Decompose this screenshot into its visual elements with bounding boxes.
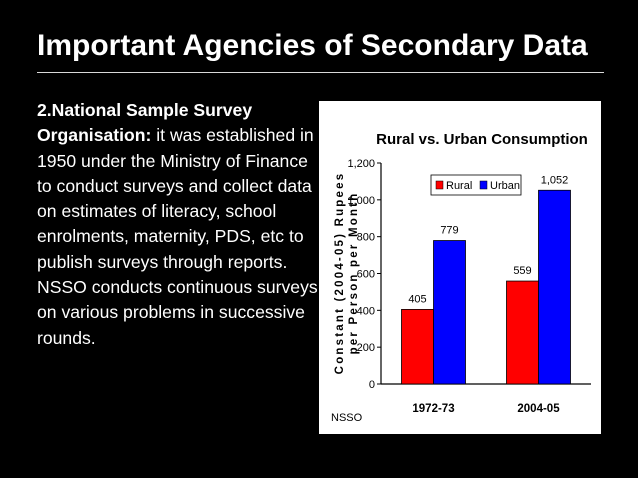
body-lead: 2.National Sample Survey Organisation: <box>37 100 253 146</box>
y-tick-label: 400 <box>357 305 375 317</box>
y-tick-label: 800 <box>357 232 375 244</box>
bar-value-label: 559 <box>513 265 531 277</box>
legend-swatch-urban <box>479 180 488 190</box>
legend-box <box>430 174 522 196</box>
body-description: it was established in 1950 under the Min… <box>37 125 318 348</box>
bar-rural <box>506 280 539 385</box>
bar-rural <box>401 309 434 385</box>
legend-swatch-rural <box>435 180 444 190</box>
y-axis-label: Constant (2004-05) Rupees <box>334 172 346 375</box>
legend-label-rural: Rural <box>446 180 472 192</box>
source-note: NSSO <box>331 412 363 424</box>
chart-title: Rural vs. Urban Consumption <box>376 131 588 148</box>
y-axis-label: per Person per Month <box>348 192 360 355</box>
slide-title: Important Agencies of Secondary Data <box>37 29 588 62</box>
y-tick-label: 200 <box>357 342 375 354</box>
bar-urban <box>538 189 571 385</box>
title-divider <box>37 72 604 73</box>
x-tick-label: 1972-73 <box>412 403 454 415</box>
body-paragraph: 2.National Sample Survey Organisation: i… <box>37 98 319 351</box>
consumption-chart: Rural vs. Urban Consumption Constant (200… <box>331 131 591 424</box>
chart-panel: Rural vs. Urban Consumption Constant (200… <box>319 101 601 434</box>
bar-value-label: 1,052 <box>541 174 569 186</box>
bar-value-label: 779 <box>440 225 458 237</box>
y-tick-label: 1,200 <box>347 158 375 170</box>
bar-value-label: 405 <box>408 293 426 305</box>
x-tick-label: 2004-05 <box>517 403 560 415</box>
bar-urban <box>433 240 466 385</box>
y-tick-label: 1,000 <box>347 195 375 207</box>
y-tick-label: 0 <box>369 379 375 391</box>
y-tick-label: 600 <box>357 269 375 281</box>
legend-label-urban: Urban <box>490 180 520 192</box>
